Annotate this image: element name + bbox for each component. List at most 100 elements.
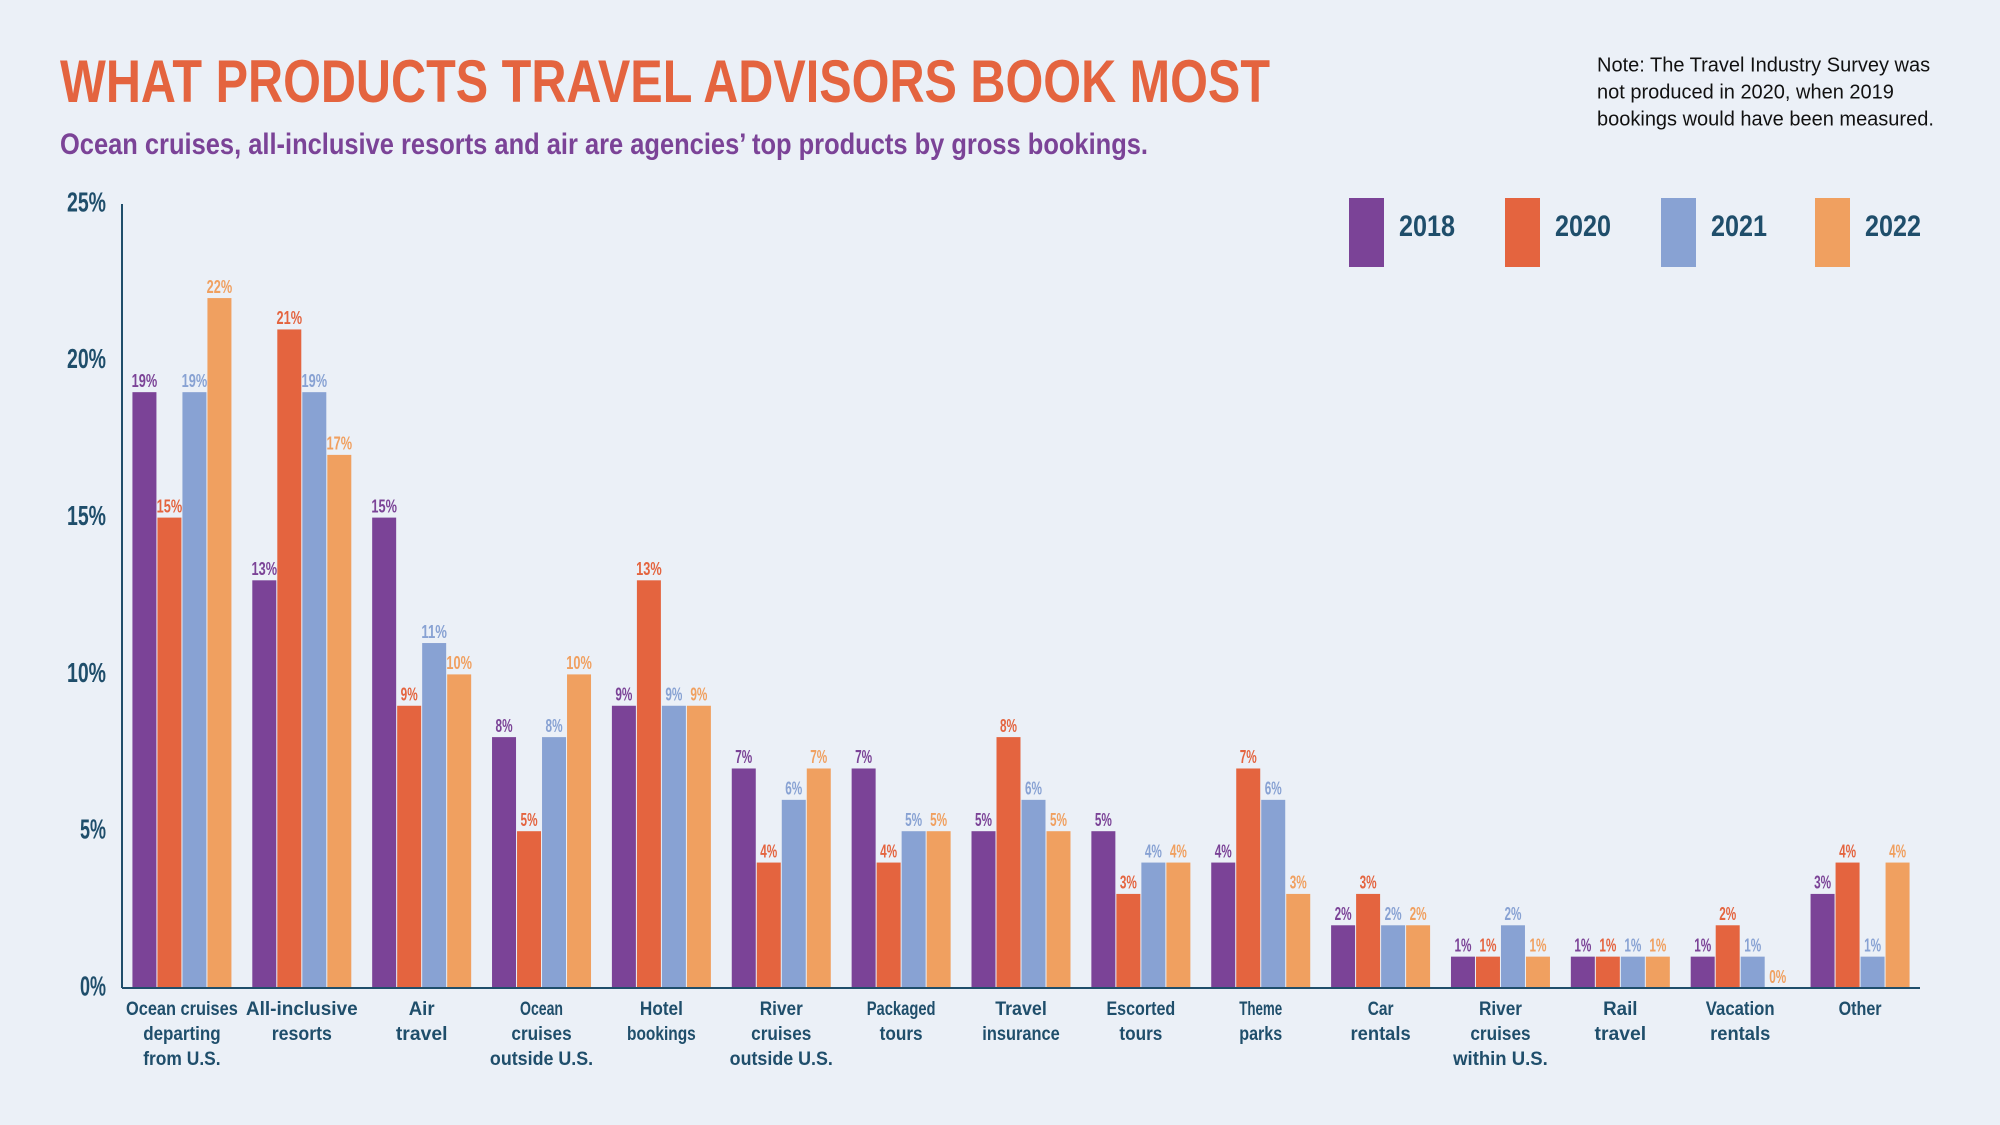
value-label: 1% xyxy=(1479,935,1496,955)
y-tick-label: 10% xyxy=(67,657,106,688)
bar xyxy=(1450,956,1475,988)
bar xyxy=(1261,799,1286,988)
value-label: 2% xyxy=(1504,904,1521,924)
value-label: 3% xyxy=(1814,873,1831,893)
value-label: 5% xyxy=(1095,810,1112,830)
x-tick-label: cruises xyxy=(751,1024,811,1045)
bar xyxy=(1620,956,1645,988)
bar xyxy=(302,392,327,988)
value-label: 7% xyxy=(855,747,872,767)
legend-label: 2020 xyxy=(1555,210,1611,243)
legend-label: 2022 xyxy=(1865,210,1921,243)
x-tick-label: Escorted xyxy=(1106,999,1175,1020)
bar xyxy=(1740,956,1765,988)
x-tick-label: parks xyxy=(1239,1024,1282,1045)
note: Note: The Travel Industry Survey was xyxy=(1597,54,1930,76)
value-label: 4% xyxy=(1145,841,1162,861)
x-tick-label: from U.S. xyxy=(143,1049,220,1070)
value-label: 4% xyxy=(1215,841,1232,861)
value-label: 3% xyxy=(1360,873,1377,893)
chart-subtitle: Ocean cruises, all-inclusive resorts and… xyxy=(60,128,1148,161)
value-label: 2% xyxy=(1385,904,1402,924)
bar xyxy=(731,768,756,988)
value-label: 1% xyxy=(1864,935,1881,955)
value-label: 1% xyxy=(1744,935,1761,955)
legend-swatch xyxy=(1505,198,1540,267)
bar xyxy=(1236,768,1261,988)
x-tick-label: travel xyxy=(396,1024,448,1045)
value-label: 4% xyxy=(1839,841,1856,861)
bar xyxy=(1286,893,1311,988)
value-label: 19% xyxy=(302,371,328,391)
legend-label: 2021 xyxy=(1711,210,1767,243)
value-label: 9% xyxy=(690,685,707,705)
value-label: 8% xyxy=(546,716,563,736)
value-label: 4% xyxy=(1170,841,1187,861)
value-label: 6% xyxy=(785,779,802,799)
y-tick-label: 15% xyxy=(67,500,106,531)
bar xyxy=(1690,956,1715,988)
bar xyxy=(182,392,207,988)
y-tick-label: 5% xyxy=(80,814,106,845)
bar xyxy=(611,705,636,988)
x-tick-label: tours xyxy=(880,1024,923,1045)
x-tick-label: departing xyxy=(143,1024,220,1045)
x-tick-label: Vacation xyxy=(1706,999,1775,1020)
value-label: 5% xyxy=(905,810,922,830)
value-label: 6% xyxy=(1025,779,1042,799)
legend-swatch xyxy=(1815,198,1850,267)
chart-title: WHAT PRODUCTS TRAVEL ADVISORS BOOK MOST xyxy=(60,48,1270,115)
x-tick-label: resorts xyxy=(272,1024,332,1045)
bar xyxy=(542,737,567,988)
value-label: 11% xyxy=(421,622,447,642)
x-tick-label: Ocean xyxy=(520,999,563,1020)
value-label: 19% xyxy=(182,371,208,391)
value-label: 9% xyxy=(615,685,632,705)
value-label: 7% xyxy=(1240,747,1257,767)
legend-swatch xyxy=(1661,198,1696,267)
x-tick-label: Ocean cruises xyxy=(126,999,238,1020)
bar xyxy=(517,831,542,988)
x-tick-label: travel xyxy=(1595,1024,1647,1045)
value-label: 5% xyxy=(521,810,538,830)
value-label: 7% xyxy=(735,747,752,767)
bar xyxy=(207,298,232,989)
bar xyxy=(1885,862,1910,988)
value-label: 13% xyxy=(636,559,662,579)
bar xyxy=(252,580,277,988)
bar xyxy=(971,831,996,988)
bar xyxy=(1356,893,1381,988)
bar xyxy=(851,768,876,988)
bar xyxy=(781,799,806,988)
x-tick-label: Theme xyxy=(1239,999,1282,1020)
bar xyxy=(876,862,901,988)
note: bookings would have been measured. xyxy=(1597,108,1934,130)
x-tick-label: Air xyxy=(409,999,435,1020)
y-tick-label: 25% xyxy=(67,186,106,217)
bar xyxy=(1116,893,1141,988)
x-tick-label: cruises xyxy=(1470,1024,1530,1045)
bar xyxy=(492,737,517,988)
legend-swatch xyxy=(1349,198,1384,267)
value-label: 5% xyxy=(930,810,947,830)
value-label: 19% xyxy=(132,371,158,391)
bar xyxy=(1595,956,1620,988)
bar xyxy=(756,862,781,988)
x-tick-label: Travel xyxy=(995,999,1047,1020)
value-label: 1% xyxy=(1574,935,1591,955)
legend-label: 2018 xyxy=(1399,210,1455,243)
x-tick-label: All-inclusive xyxy=(246,999,358,1020)
bar xyxy=(327,454,352,988)
value-label: 4% xyxy=(1889,841,1906,861)
bar xyxy=(1381,925,1406,988)
x-tick-label: Packaged xyxy=(867,999,936,1020)
x-tick-label: rentals xyxy=(1351,1024,1411,1045)
bar xyxy=(422,643,447,988)
bar xyxy=(1810,893,1835,988)
x-tick-label: cruises xyxy=(511,1024,571,1045)
x-tick-label: within U.S. xyxy=(1452,1049,1548,1070)
note: not produced in 2020, when 2019 xyxy=(1597,81,1894,103)
bar xyxy=(1211,862,1236,988)
value-label: 8% xyxy=(496,716,513,736)
x-tick-label: outside U.S. xyxy=(490,1049,593,1070)
